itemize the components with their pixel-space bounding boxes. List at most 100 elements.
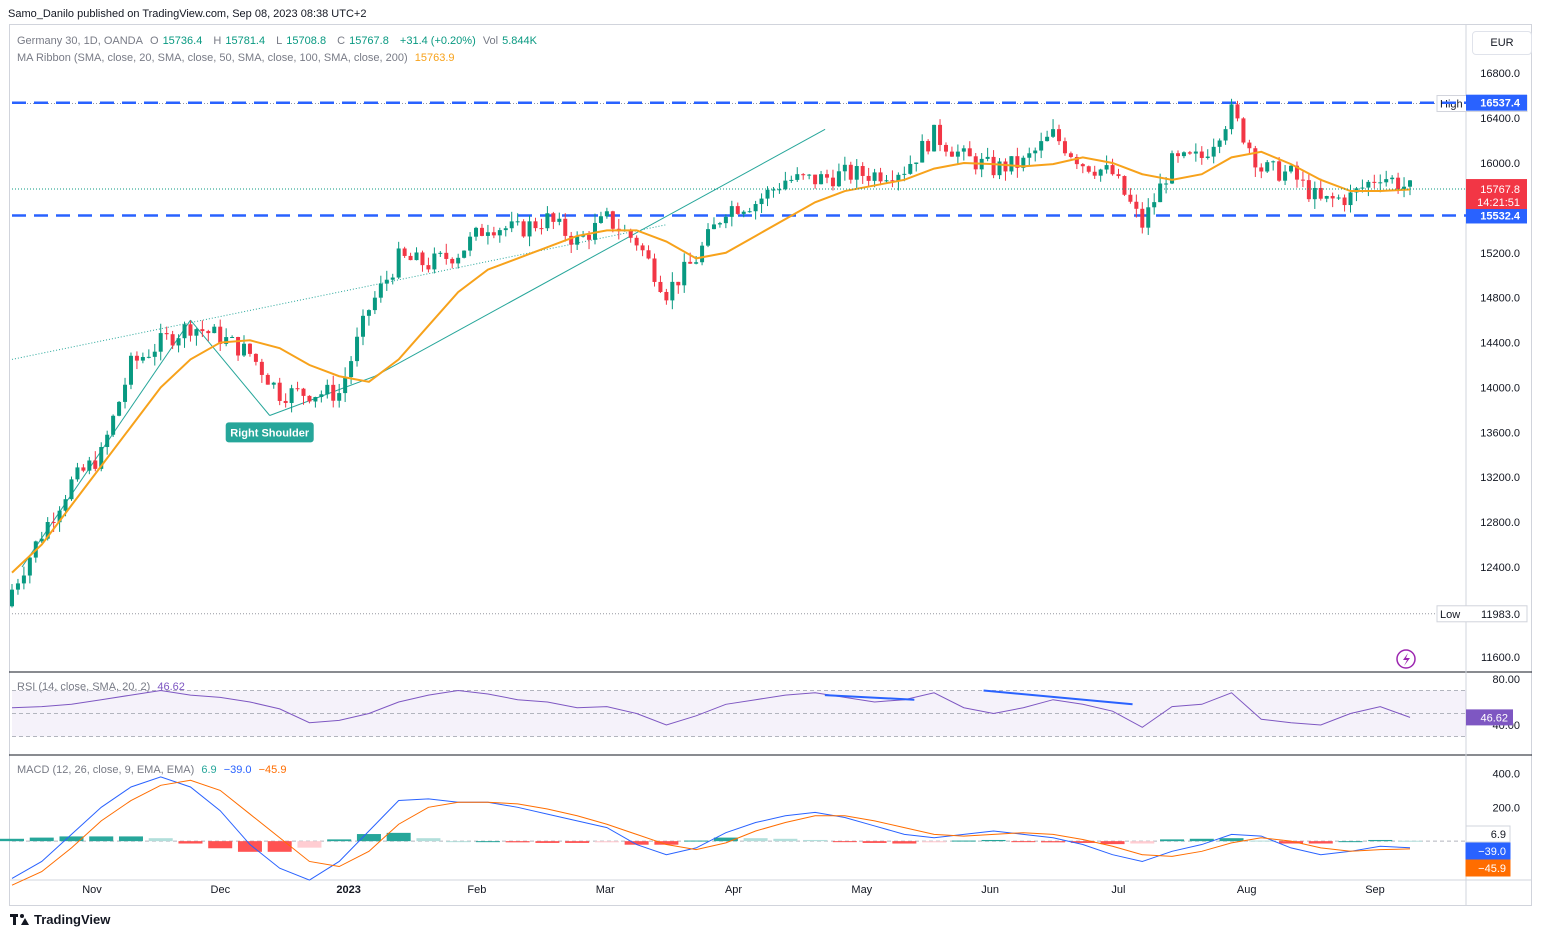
candle-body bbox=[15, 583, 20, 590]
candle-body bbox=[592, 222, 597, 240]
candle-body bbox=[1318, 187, 1323, 199]
candle-body bbox=[349, 361, 354, 378]
candle-body bbox=[1104, 165, 1109, 170]
macd-histogram-bar bbox=[624, 841, 649, 845]
candle-body bbox=[765, 189, 770, 199]
macd-histogram-bar bbox=[1011, 841, 1036, 843]
footer-brand[interactable]: TradingView bbox=[10, 912, 110, 927]
rsi-value-label: 46.62 bbox=[1480, 712, 1508, 724]
macd-hist-value: 6.9 bbox=[201, 764, 217, 776]
macd-histogram-bar bbox=[237, 841, 262, 852]
trend-line bbox=[374, 128, 826, 377]
chart-frame bbox=[9, 24, 1532, 906]
candle-body bbox=[1300, 179, 1305, 181]
candle-body bbox=[723, 216, 728, 224]
rsi-line bbox=[11, 689, 1411, 728]
neckline-trend bbox=[11, 224, 667, 360]
candle-body bbox=[700, 245, 705, 263]
annotation-label: Right Shoulder bbox=[230, 427, 310, 439]
candle-body bbox=[69, 479, 74, 500]
macd-histogram-bar bbox=[951, 840, 976, 842]
publisher-header: Samo_Danilo published on TradingView.com… bbox=[8, 8, 367, 20]
candle-body bbox=[1187, 152, 1192, 154]
high-value: 15781.4 bbox=[225, 35, 266, 47]
candle-body bbox=[462, 250, 467, 258]
footer-brand-label: TradingView bbox=[34, 912, 111, 927]
ma-label[interactable]: MA Ribbon (SMA, close, 20, SMA, close, 5… bbox=[17, 52, 408, 64]
candle-body bbox=[307, 395, 312, 402]
macd-value-label: −45.9 bbox=[1478, 863, 1506, 875]
candle-body bbox=[664, 291, 669, 301]
candle-body bbox=[1003, 161, 1008, 172]
price-tick-label: 15200.0 bbox=[1480, 248, 1520, 260]
candle-body bbox=[1027, 153, 1032, 158]
candle-body bbox=[325, 384, 330, 395]
rsi-value-tag bbox=[1466, 709, 1513, 726]
macd-histogram-bar bbox=[1249, 840, 1274, 842]
macd-histogram-bar bbox=[505, 841, 530, 843]
candle-body bbox=[557, 218, 562, 222]
rsi-divergence-line bbox=[824, 694, 915, 701]
candle-body bbox=[277, 382, 282, 401]
candle-body bbox=[1390, 177, 1395, 180]
macd-label[interactable]: MACD (12, 26, close, 9, EMA, EMA) bbox=[17, 764, 195, 776]
candle-body bbox=[81, 467, 86, 471]
time-tick-label: Aug bbox=[1237, 884, 1257, 896]
candle-body bbox=[188, 324, 193, 336]
candle-body bbox=[158, 333, 163, 352]
candle-body bbox=[200, 329, 205, 332]
price-tick-label: 16800.0 bbox=[1480, 68, 1520, 80]
candle-body bbox=[932, 124, 937, 152]
macd-histogram-bar bbox=[773, 838, 798, 842]
candle-body bbox=[432, 253, 437, 270]
candle-body bbox=[491, 232, 496, 236]
macd-histogram-bar bbox=[832, 841, 857, 843]
candle-body bbox=[1128, 194, 1133, 202]
candle-body bbox=[134, 355, 139, 361]
candle-body bbox=[771, 189, 776, 191]
candle-body bbox=[884, 180, 889, 182]
low-tag-box bbox=[1436, 605, 1528, 623]
tradingview-logo-icon bbox=[10, 914, 29, 925]
macd-histogram-bar bbox=[1368, 839, 1393, 842]
candle-body bbox=[652, 258, 657, 282]
candle-body bbox=[218, 326, 223, 344]
currency-button[interactable]: EUR bbox=[1472, 31, 1532, 55]
candle-body bbox=[224, 337, 229, 344]
candle-body bbox=[819, 174, 824, 185]
candle-body bbox=[991, 156, 996, 176]
candle-body bbox=[569, 235, 574, 245]
candle-body bbox=[1015, 156, 1020, 168]
candle-body bbox=[842, 164, 847, 172]
candle-body bbox=[825, 174, 830, 178]
candle-body bbox=[1211, 146, 1216, 157]
candle-body bbox=[1092, 171, 1097, 176]
high-tag-label: High bbox=[1440, 99, 1463, 111]
candle-body bbox=[1265, 162, 1270, 172]
candle-body bbox=[57, 510, 62, 523]
candle-body bbox=[360, 315, 365, 337]
time-tick-label: Jul bbox=[1111, 884, 1125, 896]
candle-body bbox=[860, 166, 865, 176]
price-tick-label: 13200.0 bbox=[1480, 472, 1520, 484]
candle-body bbox=[27, 557, 32, 576]
candle-body bbox=[527, 221, 532, 237]
candle-body bbox=[21, 575, 26, 584]
candle-body bbox=[1372, 181, 1377, 183]
candle-body bbox=[384, 279, 389, 284]
candle-body bbox=[1175, 153, 1180, 157]
macd-signal-line bbox=[11, 779, 1411, 886]
candle-body bbox=[372, 297, 377, 311]
symbol-title[interactable]: Germany 30, 1D, OANDA bbox=[17, 35, 143, 47]
candle-body bbox=[813, 174, 818, 185]
candle-body bbox=[105, 434, 110, 448]
candle-body bbox=[1051, 129, 1056, 137]
candle-body bbox=[872, 172, 877, 181]
candle-body bbox=[1057, 129, 1062, 142]
macd-histogram-bar bbox=[148, 838, 173, 842]
ma-legend: MA Ribbon (SMA, close, 20, SMA, close, 5… bbox=[17, 52, 459, 64]
candle-body bbox=[1378, 182, 1383, 184]
candle-body bbox=[1360, 187, 1365, 189]
candle-body bbox=[450, 258, 455, 264]
